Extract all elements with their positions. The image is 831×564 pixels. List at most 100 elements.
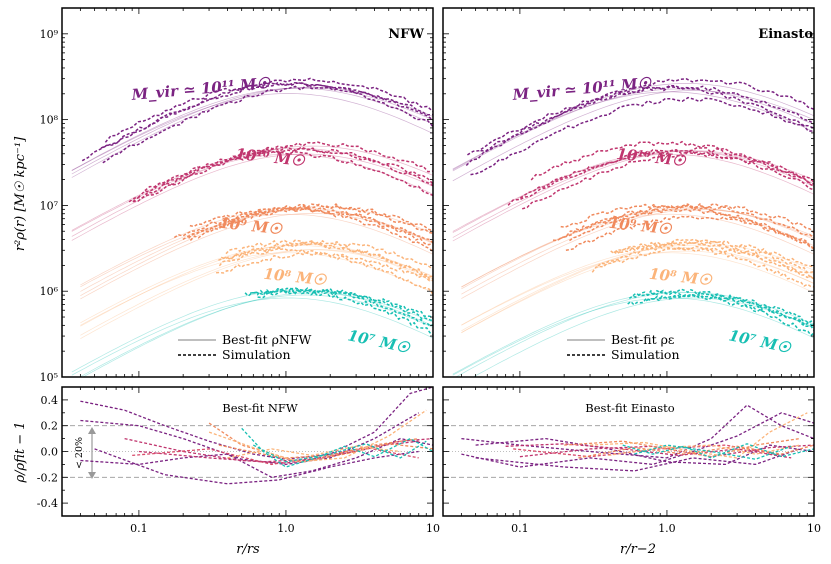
x-tick-label: 10 [426, 522, 440, 535]
residual-curve [94, 448, 419, 485]
mass-label: 10¹⁰ M☉ [616, 145, 688, 170]
y-tick-label: 10⁵ [40, 371, 58, 384]
legend-fit-label: Best-fit ρε [611, 332, 674, 347]
fit-curve [461, 213, 814, 288]
simulation-curve [102, 84, 433, 164]
simulation-curve [100, 81, 433, 149]
residual-curve [578, 444, 814, 459]
x-tick-label: 1.0 [277, 522, 295, 535]
fit-curve [452, 91, 814, 170]
simulation-curve [565, 215, 814, 251]
simulation-curve [257, 288, 433, 320]
y-tick-label: 10⁷ [40, 199, 59, 212]
x-axis-label-right: r/r−2 [620, 542, 656, 557]
simulation-curve [132, 141, 433, 203]
residual-curve [132, 446, 419, 466]
residual-curve [208, 422, 419, 459]
residual-curve [590, 412, 808, 459]
legend-sim-label: Simulation [222, 347, 291, 362]
x-tick-label: 1.0 [658, 522, 676, 535]
fit-curve [80, 213, 433, 300]
fit-curve [472, 297, 814, 377]
mass-label: 10⁷ M☉ [346, 326, 413, 357]
residual-curve [124, 437, 419, 464]
panel-einasto: M_vir ≃ 10¹¹ M☉ 10¹⁰ M☉ 10⁹ M☉ 10⁸ M☉ 10⁷ M☉… [442, 7, 821, 535]
simulation-curve [627, 294, 814, 331]
residual-title-nfw: Best-fit NFW [222, 401, 298, 415]
mass-label: M_vir ≃ 10¹¹ M☉ [130, 74, 272, 104]
mass-label: 10⁸ M☉ [263, 265, 329, 290]
y-tick-label: 10⁹ [40, 28, 59, 41]
fit-curve [80, 249, 433, 336]
y-tick-label: 10⁶ [40, 285, 59, 298]
simulation-curve [522, 151, 814, 210]
x-axis-label-left: r/rs [236, 542, 260, 557]
simulation-curve [189, 203, 433, 242]
simulation-curve [552, 203, 814, 242]
residual-curve [80, 387, 433, 460]
legend-sim-label: Simulation [611, 347, 680, 362]
simulation-curve [218, 239, 433, 270]
fit-curve [452, 90, 814, 182]
residual-curve [475, 448, 800, 472]
simulation-curve [173, 206, 433, 246]
simulation-curve [218, 242, 433, 278]
fit-curve [461, 252, 814, 326]
simulation-curve [132, 147, 433, 203]
panel-title-nfw: NFW [388, 27, 424, 42]
residual-curve [519, 444, 814, 458]
simulation-curve [220, 248, 433, 295]
mass-label: M_vir ≃ 10¹¹ M☉ [511, 74, 653, 104]
simulation-curve [569, 203, 814, 242]
y-tick-label: 0.4 [41, 394, 59, 407]
band-annotation-label: < 20% [74, 437, 85, 469]
simulation-curve [81, 77, 433, 162]
residual-curve [227, 445, 401, 459]
y-tick-label: 10⁸ [40, 114, 59, 127]
simulation-curve [613, 238, 814, 274]
simulation-curve [480, 84, 814, 152]
residual-curve [138, 437, 433, 463]
y-tick-label: -0.4 [37, 497, 58, 510]
simulation-curve [225, 239, 433, 280]
simulation-curve [144, 150, 433, 197]
y-axis-label-top: r²ρ(r) [M☉ kpc⁻¹] [13, 136, 28, 251]
y-tick-label: 0.0 [41, 446, 59, 459]
legend-einasto: Best-fit ρε Simulation [567, 332, 680, 362]
residual-curve [461, 412, 814, 468]
simulation-curve [520, 147, 814, 200]
fit-curve [71, 153, 433, 241]
simulation-curve [530, 140, 814, 187]
simulation-curve [615, 243, 814, 288]
simulation-curve [597, 240, 814, 268]
mass-label: 10⁹ M☉ [608, 214, 674, 239]
simulation-curve [470, 96, 814, 176]
simulation-curve [628, 288, 814, 328]
residual-title-einasto: Best-fit Einasto [585, 401, 674, 415]
y-axis-label-bottom: ρ/ρfit − 1 [13, 422, 28, 484]
plot-layer: M_vir ≃ 10¹¹ M☉ 10¹⁰ M☉ 10⁹ M☉ 10⁸ M☉ 10⁷ M☉… [37, 7, 821, 535]
simulation-curve [188, 203, 433, 239]
y-tick-label: 0.2 [41, 420, 59, 433]
fit-curve [80, 213, 433, 288]
fit-curve [71, 87, 433, 171]
simulation-curve [216, 251, 433, 282]
residual-curve [218, 443, 433, 463]
fit-curve [461, 243, 814, 333]
mass-label: 10⁷ M☉ [727, 326, 794, 357]
fit-curve [71, 297, 433, 376]
fit-curve [71, 87, 433, 175]
profile-plot [71, 77, 433, 377]
residual-curve [622, 443, 814, 459]
fit-curve [452, 297, 814, 376]
simulation-curve [591, 245, 814, 280]
fit-curve [71, 289, 433, 373]
profile-frame [61, 7, 434, 378]
band-annotation: < 20% [74, 427, 96, 479]
residual-plot [62, 387, 433, 485]
simulation-curve [610, 241, 814, 280]
fit-curve [461, 250, 814, 334]
residual-curve [208, 409, 427, 463]
simulation-curve [104, 82, 433, 143]
